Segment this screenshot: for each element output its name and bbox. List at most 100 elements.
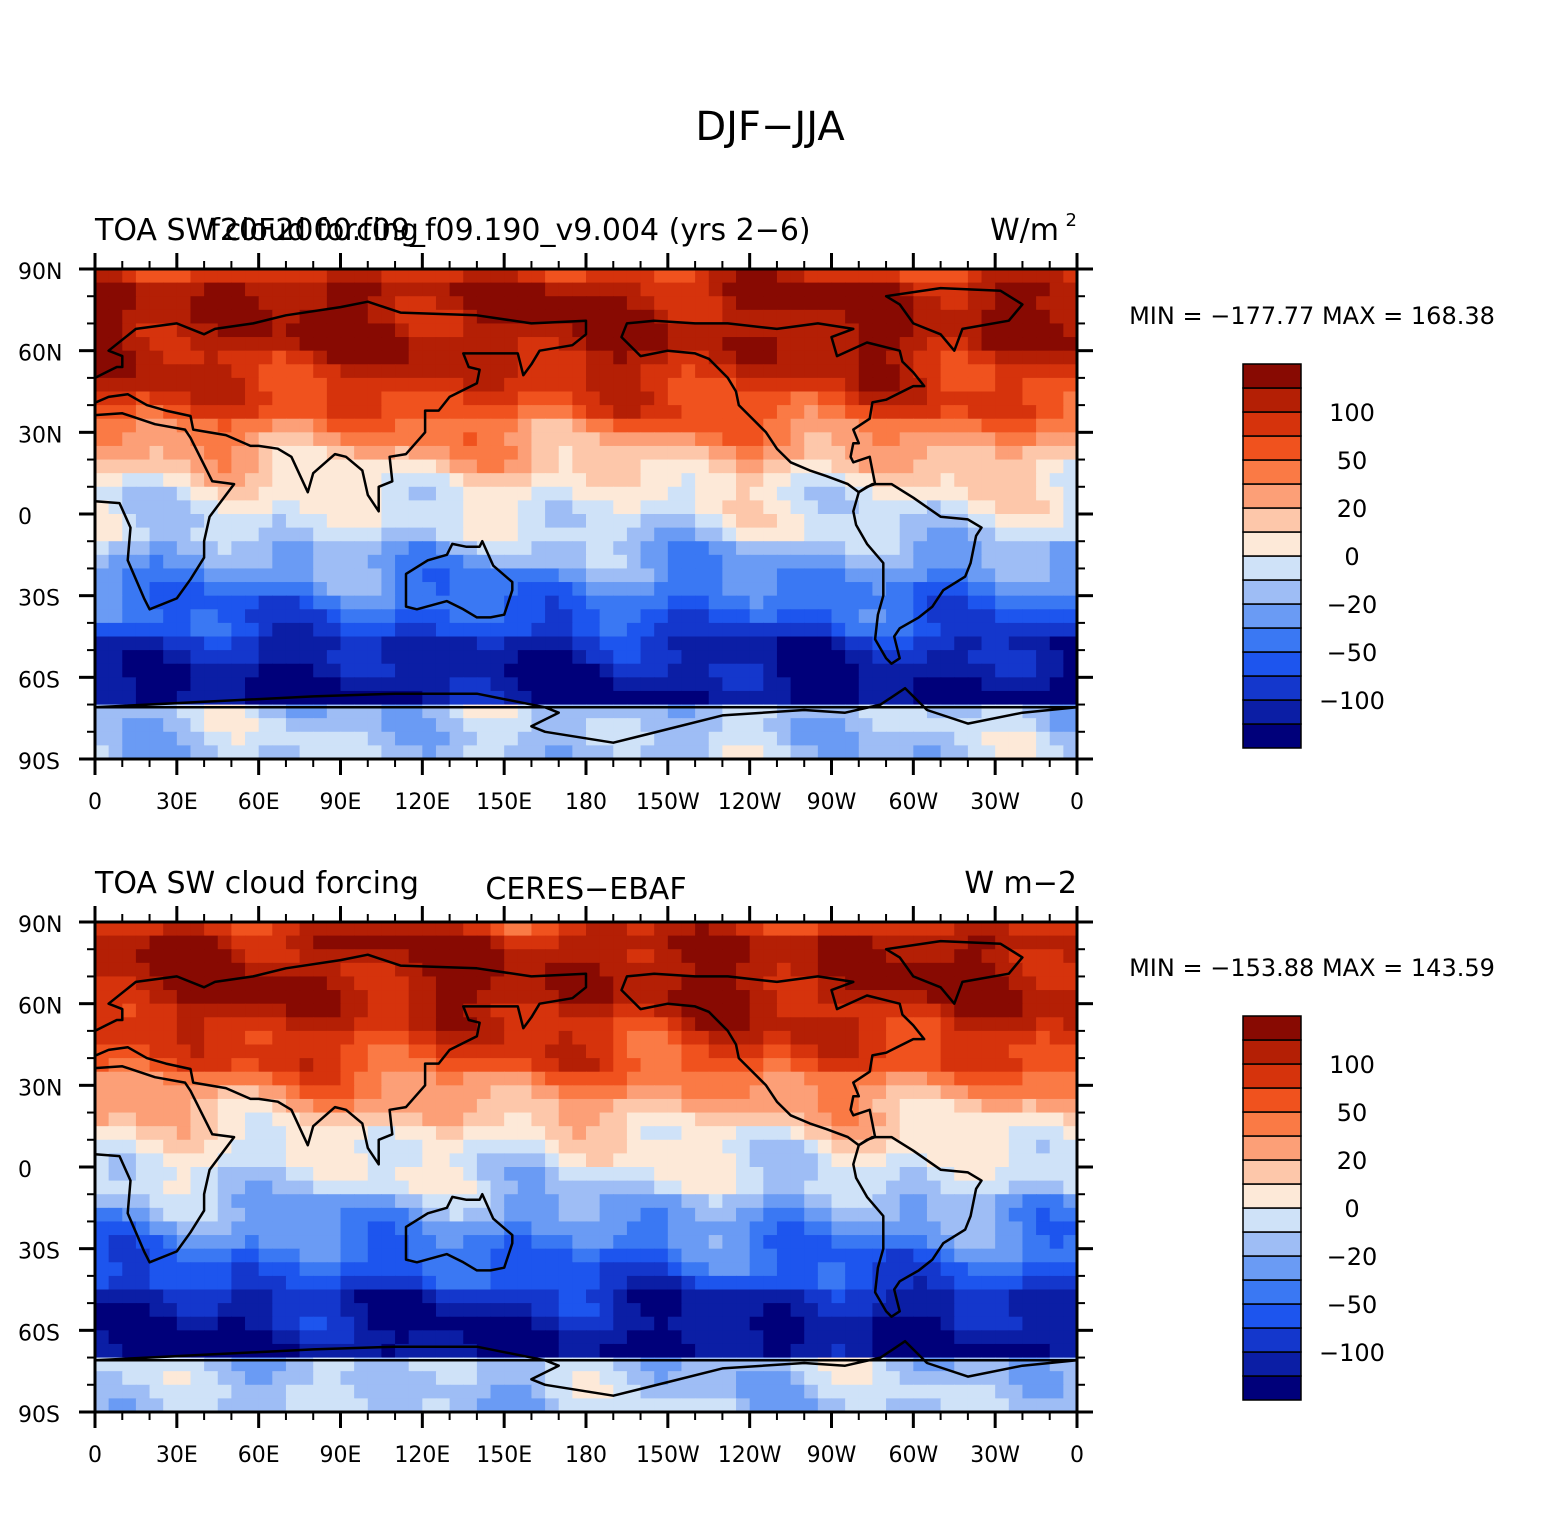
field-cell [463, 745, 478, 759]
field-cell [149, 718, 164, 733]
field-cell [926, 1180, 942, 1195]
field-cell [449, 1262, 464, 1277]
field-cell [449, 1139, 464, 1154]
field-cell [995, 609, 1010, 624]
field-cell [217, 514, 232, 529]
field-cell [831, 1153, 846, 1168]
field-cell [531, 1194, 546, 1209]
field-cell [313, 486, 328, 501]
field-cell [1022, 690, 1037, 706]
field-cell [340, 473, 355, 488]
field-cell [626, 1275, 642, 1291]
field-cell [736, 1180, 751, 1195]
field-cell [776, 1289, 792, 1304]
field-cell [667, 1112, 683, 1127]
field-cell [190, 622, 205, 638]
field-cell [572, 622, 587, 638]
field-cell [804, 309, 819, 325]
field-cell [708, 1221, 723, 1236]
field-cell [708, 282, 723, 297]
field-cell [776, 1030, 792, 1046]
field-cell [149, 1262, 164, 1277]
field-cell [217, 731, 232, 746]
field-cell [340, 922, 355, 937]
field-cell [176, 541, 192, 556]
field-cell [231, 500, 246, 515]
field-cell [940, 609, 955, 624]
field-cell [176, 473, 192, 488]
field-cell [517, 527, 533, 542]
field-cell [749, 1180, 764, 1195]
field-cell [490, 405, 505, 420]
field-cell [258, 405, 273, 420]
field-cell [681, 677, 696, 692]
field-cell [108, 731, 123, 746]
field-cell [749, 1221, 764, 1236]
field-cell [285, 636, 301, 651]
field-cell [708, 1275, 723, 1291]
field-cell [395, 459, 410, 474]
field-cell [381, 990, 396, 1005]
field-cell [736, 323, 751, 338]
field-cell [586, 650, 601, 665]
field-cell [913, 677, 928, 692]
field-cell [354, 922, 369, 937]
field-cell [599, 1207, 614, 1223]
field-cell [176, 418, 192, 433]
field-cell [926, 377, 942, 393]
field-cell [695, 527, 710, 542]
field-cell [149, 527, 164, 542]
field-cell [490, 731, 505, 746]
field-cell [95, 1275, 110, 1291]
field-cell [681, 541, 696, 556]
field-cell [108, 677, 123, 692]
field-cell [176, 990, 192, 1005]
field-cell [408, 282, 423, 297]
field-cell [395, 1180, 410, 1195]
field-cell [245, 663, 260, 678]
field-cell [804, 1030, 819, 1046]
field-cell [122, 1112, 137, 1127]
field-cell [435, 745, 451, 759]
field-cell [176, 1221, 192, 1236]
field-cell [245, 527, 260, 542]
field-cell [804, 595, 819, 610]
field-cell [381, 1316, 396, 1331]
field-cell [217, 1275, 232, 1291]
field-cell [804, 949, 819, 964]
field-cell [231, 445, 246, 461]
field-cell [954, 677, 969, 692]
field-cell [790, 1316, 805, 1331]
field-cell [776, 391, 792, 406]
field-cell [804, 364, 819, 379]
field-cell [749, 1303, 764, 1318]
field-cell [313, 1017, 328, 1032]
field-cell [272, 1030, 287, 1046]
field-cell [736, 663, 751, 678]
field-cell [613, 595, 628, 610]
field-cell [313, 1235, 328, 1250]
field-cell [790, 1207, 805, 1223]
field-cell [517, 1180, 533, 1195]
field-cell [272, 473, 287, 488]
field-cell [245, 459, 260, 474]
field-cell [817, 1275, 833, 1291]
field-cell [1022, 1139, 1037, 1154]
field-cell [736, 935, 751, 950]
field-cell [313, 745, 328, 759]
field-cell [422, 337, 437, 352]
field-cell [108, 976, 123, 991]
field-cell [708, 473, 723, 488]
field-cell [558, 1207, 573, 1223]
field-cell [340, 690, 355, 706]
field-cell [722, 1303, 737, 1318]
field-cell [504, 609, 519, 624]
field-cell [299, 1167, 314, 1182]
field-cell [231, 1275, 246, 1291]
field-cell [845, 1207, 860, 1223]
field-cell [258, 377, 273, 393]
field-cell [449, 1085, 464, 1100]
field-cell [981, 500, 996, 515]
field-cell [163, 486, 178, 501]
field-cell [722, 1003, 737, 1018]
